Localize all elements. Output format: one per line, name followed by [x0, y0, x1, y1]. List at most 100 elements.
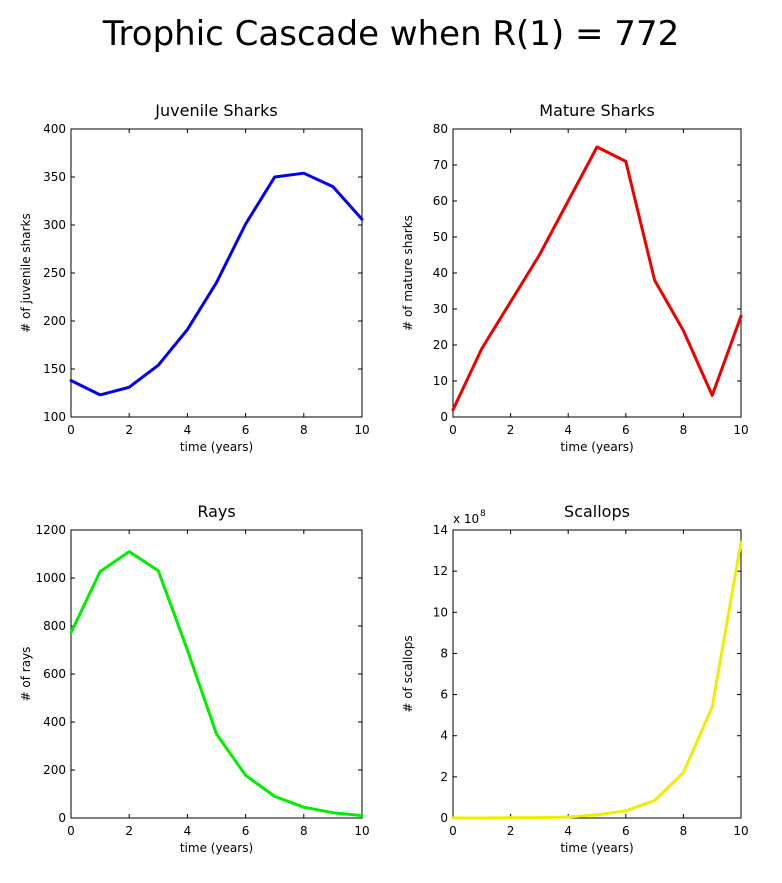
y-tick-label: 10 — [433, 605, 448, 619]
chart-panel-1: 0 2 4 6 8 10 100 150 200 250 300 350 400 Juvenile Sha… — [19, 101, 370, 454]
data-point — [451, 408, 455, 411]
y-tick-label: 250 — [43, 266, 66, 280]
data-point — [302, 171, 305, 175]
y-tick-label: 14 — [433, 523, 448, 537]
data-point — [157, 569, 160, 572]
y-tick-label: 150 — [43, 362, 66, 376]
x-tick-label: 0 — [449, 824, 457, 838]
data-point — [244, 774, 247, 777]
data-point — [360, 218, 364, 221]
y-tick-label: 4 — [440, 729, 448, 743]
y-tick-label: 2 — [440, 770, 448, 784]
x-tick-label: 4 — [564, 423, 572, 437]
y-axis-label: # of juvenile sharks — [19, 213, 33, 333]
data-point — [480, 816, 483, 820]
y-tick-label: 10 — [433, 374, 448, 388]
series-line — [69, 171, 364, 397]
x-tick-label: 8 — [680, 423, 688, 437]
data-point — [595, 145, 599, 149]
y-axis-label: # of scallops — [401, 635, 415, 712]
series-line — [451, 540, 743, 820]
x-tick-label: 8 — [300, 824, 308, 838]
y-tick-label: 1200 — [35, 523, 66, 537]
data-point — [682, 771, 685, 774]
data-point — [157, 363, 160, 367]
y-exponent-power: 8 — [480, 509, 486, 519]
x-tick-label: 2 — [507, 423, 515, 437]
data-point — [69, 379, 73, 382]
data-point — [509, 816, 512, 819]
y-tick-label: 80 — [433, 122, 448, 136]
y-tick-label: 400 — [43, 122, 66, 136]
chart-panel-2: 0 2 4 6 8 10 0 10 20 30 40 50 60 70 80 Mature Sharks tim… — [401, 101, 749, 454]
y-tick-label: 0 — [440, 410, 448, 424]
data-point — [98, 570, 102, 573]
data-point — [739, 315, 743, 318]
x-tick-label: 0 — [67, 423, 75, 437]
data-point — [624, 809, 627, 812]
x-axis-label: time (years) — [180, 440, 253, 454]
data-point — [98, 393, 102, 397]
data-point — [451, 816, 455, 820]
y-axis-label: # of mature sharks — [401, 215, 415, 331]
data-point — [739, 541, 743, 544]
y-tick-label: 6 — [440, 688, 448, 702]
data-point — [215, 281, 218, 284]
data-point — [538, 816, 541, 819]
chart-title: Rays — [197, 502, 235, 521]
data-point — [69, 631, 73, 634]
data-point — [244, 222, 247, 226]
x-tick-label: 6 — [622, 824, 630, 838]
data-point — [538, 253, 541, 257]
y-tick-label: 350 — [43, 170, 66, 184]
data-point — [567, 815, 570, 819]
data-point — [682, 329, 685, 332]
data-point — [186, 648, 189, 652]
data-point — [509, 300, 512, 303]
x-tick-label: 2 — [125, 824, 133, 838]
y-tick-label: 12 — [433, 564, 448, 578]
plot-frame — [70, 128, 363, 418]
x-tick-label: 4 — [564, 824, 572, 838]
y-tick-label: 50 — [433, 230, 448, 244]
y-axis-label: # of rays — [19, 647, 33, 702]
y-tick-label: 400 — [43, 715, 66, 729]
chart-panel-3: 0 2 4 6 8 10 0 200 400 600 800 1000 1200 Rays time (ye… — [19, 502, 370, 855]
data-point — [128, 550, 131, 553]
y-tick-label: 1000 — [35, 571, 66, 585]
y-tick-label: 300 — [43, 218, 66, 232]
x-tick-label: 8 — [300, 423, 308, 437]
x-tick-label: 10 — [354, 423, 369, 437]
x-tick-label: 2 — [507, 824, 515, 838]
series-line — [451, 145, 743, 412]
page-title: Trophic Cascade when R(1) = 772 — [102, 14, 680, 54]
chart-panel-4: 0 2 4 6 8 10 0 2 4 6 8 10 12 14 Scallops time (years) # … — [401, 502, 749, 855]
data-point — [331, 185, 335, 188]
x-tick-label: 10 — [733, 423, 748, 437]
x-tick-label: 10 — [733, 824, 748, 838]
y-exponent-label: x 10 — [453, 512, 479, 526]
data-point — [128, 386, 131, 389]
x-tick-label: 4 — [184, 423, 192, 437]
y-tick-label: 8 — [440, 646, 448, 660]
y-tick-label: 30 — [433, 302, 448, 316]
data-point — [273, 175, 276, 179]
y-tick-label: 200 — [43, 763, 66, 777]
data-point — [711, 394, 714, 397]
data-point — [653, 799, 656, 802]
chart-title: Scallops — [564, 502, 630, 521]
x-tick-label: 6 — [242, 824, 250, 838]
y-tick-label: 200 — [43, 314, 66, 328]
series-line — [69, 550, 364, 818]
x-tick-label: 0 — [449, 423, 457, 437]
x-tick-label: 6 — [622, 423, 630, 437]
data-point — [331, 811, 335, 814]
plot-frame — [70, 529, 363, 819]
data-point — [480, 347, 483, 350]
y-tick-label: 60 — [433, 194, 448, 208]
y-tick-label: 600 — [43, 667, 66, 681]
x-tick-label: 0 — [67, 824, 75, 838]
data-point — [273, 795, 276, 798]
y-tick-label: 800 — [43, 619, 66, 633]
data-point — [567, 199, 570, 203]
